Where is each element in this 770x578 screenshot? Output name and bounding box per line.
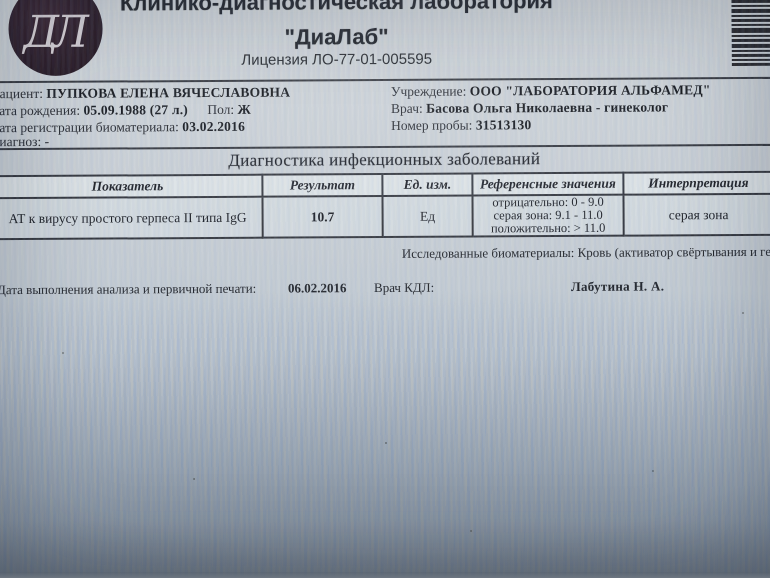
analysis-date-value: 06.02.2016	[287, 280, 347, 296]
diagnosis-label: Диагноз:	[0, 133, 42, 150]
institution-value: ООО "ЛАБОРАТОРИЯ АЛЬФАМЕД"	[469, 82, 711, 99]
section-title: Диагностика инфекционных заболеваний	[228, 149, 541, 170]
col-header-result: Результат	[262, 174, 383, 197]
kdl-doctor-label: Врач КДЛ:	[373, 279, 435, 296]
analysis-date-label: Дата выполнения анализа и первичной печа…	[0, 280, 257, 298]
barcode-icon	[731, 0, 770, 67]
kdl-doctor-value: Лабутина Н. А.	[570, 278, 665, 294]
patient-name-label: Пациент:	[0, 85, 44, 102]
biomaterials-note: Исследованные биоматериалы: Кровь (актив…	[401, 243, 770, 261]
license-number: Лицензия ЛО-77-01-005595	[241, 50, 433, 69]
birth-date-value: 05.09.1988 (27 л.)	[83, 102, 189, 118]
diagnosis-value: -	[44, 133, 50, 149]
table-row: АТ к вирусу простого герпеса II типа IgG…	[0, 193, 770, 240]
sex-value: Ж	[237, 101, 252, 117]
birth-date-label: Дата рождения:	[0, 102, 81, 119]
sample-number-row: Номер пробы: 31513130	[391, 117, 531, 134]
patient-name-value: ПУПКОВА ЕЛЕНА ВЯЧЕСЛАВОВНА	[46, 84, 291, 101]
col-header-reference: Референсные значения	[472, 172, 624, 196]
sex-label: Пол:	[207, 101, 235, 117]
reference-positive: положительно: > 11.0	[490, 220, 606, 236]
col-header-unit: Ед. изм.	[382, 173, 473, 197]
lab-name-line2: "ДиаЛаб"	[284, 23, 389, 50]
patient-name-row: Пациент: ПУПКОВА ЕЛЕНА ВЯЧЕСЛАВОВНА	[0, 85, 290, 103]
reg-date-value: 03.02.2016	[182, 118, 246, 135]
referring-doctor-value: Басова Ольга Николаевна - гинеколог	[426, 99, 669, 116]
lab-name-line1: Клинико-диагностическая лаборатория	[119, 0, 553, 16]
institution-row: Учреждение: ООО "ЛАБОРАТОРИЯ АЛЬФАМЕД"	[391, 82, 711, 100]
col-header-interpretation: Интерпретация	[623, 171, 770, 195]
results-table: Показатель Результат Ед. изм. Референсны…	[0, 170, 770, 241]
cell-unit: Ед	[382, 195, 473, 238]
reg-date-label: Дата регистрации биоматериала:	[0, 119, 179, 136]
referring-doctor-label: Врач:	[390, 100, 423, 116]
institution-label: Учреждение:	[390, 83, 467, 99]
referring-doctor-row: Врач: Басова Ольга Николаевна - гинеколо…	[391, 99, 668, 117]
logo-monogram: ДЛ	[23, 6, 82, 58]
cell-interpretation: серая зона	[623, 193, 770, 236]
cell-result: 10.7	[262, 196, 383, 238]
cell-indicator: АТ к вирусу простого герпеса II типа IgG	[0, 196, 263, 240]
col-header-indicator: Показатель	[0, 174, 263, 199]
sample-number-label: Номер пробы:	[391, 117, 473, 133]
sample-number-value: 31513130	[475, 117, 532, 133]
patient-birth-row: Дата рождения: 05.09.1988 (27 л.) Пол: Ж	[0, 102, 251, 119]
cell-reference: отрицательно: 0 - 9.0 серая зона: 9.1 - …	[472, 194, 624, 237]
